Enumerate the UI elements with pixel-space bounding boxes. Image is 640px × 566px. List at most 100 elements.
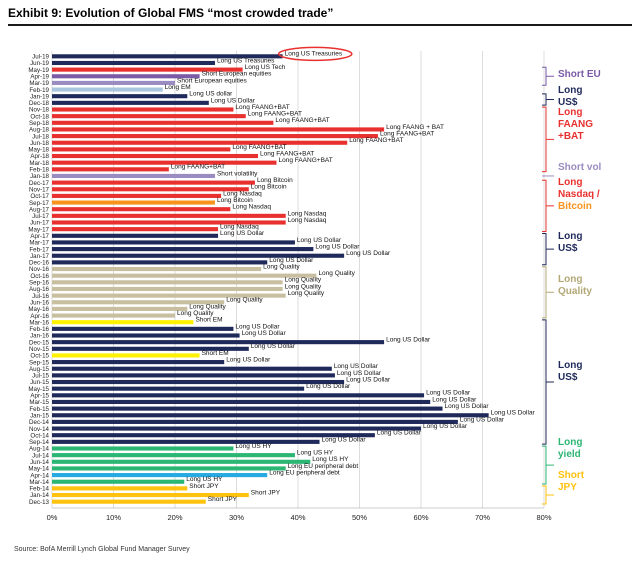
data-label: Long US Dollar (226, 356, 271, 363)
bar (52, 360, 225, 365)
category-label: Oct-15 (30, 353, 49, 360)
category-label: Jan-17 (30, 253, 49, 260)
bar (52, 227, 219, 232)
bar (52, 107, 234, 112)
category-label: Mar-16 (29, 319, 49, 326)
category-label: Aug-18 (29, 127, 50, 134)
bar (52, 273, 317, 278)
data-label: Long FAANG+BAT (260, 150, 314, 157)
bar (52, 87, 163, 92)
data-label: Long Nasdaq (220, 224, 259, 231)
data-label: Long US Dollar (315, 243, 360, 250)
x-tick-label: 0% (47, 513, 58, 522)
category-label: May-14 (28, 466, 49, 473)
data-label: Long Nasdaq (288, 217, 327, 224)
category-label: Dec-13 (29, 499, 50, 506)
data-label: Long US Dollar (242, 330, 287, 337)
category-label: Jan-16 (30, 333, 49, 340)
group-bracket (542, 106, 554, 173)
bar (52, 379, 345, 385)
bar (52, 167, 169, 172)
group-bracket (542, 485, 554, 505)
bar (52, 353, 200, 358)
group-bracket (542, 232, 554, 266)
data-label: Long US Treasuries (217, 57, 275, 64)
category-label: Mar-17 (29, 240, 49, 247)
bar (52, 426, 421, 431)
category-label: Nov-15 (29, 346, 50, 353)
data-label: Long US Dollar (220, 230, 265, 237)
category-label: Feb-14 (29, 486, 49, 493)
gridlines (51, 51, 545, 509)
category-label: Jan-18 (30, 173, 49, 180)
category-label: Nov-16 (29, 266, 50, 273)
group-brackets (542, 66, 554, 505)
bar (52, 134, 378, 139)
data-label: Long US Dollar (337, 370, 382, 377)
category-label: Nov-14 (29, 426, 50, 433)
category-label: Mar-15 (29, 399, 49, 406)
data-label: Long US Dollar (377, 430, 422, 437)
bar (52, 200, 215, 205)
category-label: Feb-18 (29, 167, 49, 174)
bar (52, 80, 175, 85)
data-label: Long US Treasuries (285, 51, 343, 58)
category-label: Jul-16 (32, 293, 49, 300)
bar (52, 386, 305, 391)
data-label: Long US Dollar (346, 376, 391, 383)
data-label: Long US Dollar (432, 396, 477, 403)
bar (52, 306, 188, 311)
bar (52, 459, 311, 464)
data-label: Short European equities (202, 71, 272, 78)
data-label: Long Nasdaq (223, 190, 262, 197)
category-label: Oct-14 (30, 432, 49, 439)
category-label: Jan-14 (30, 492, 49, 499)
category-label: Aug-16 (29, 286, 50, 293)
category-label: Jun-18 (30, 140, 49, 147)
data-label: Long US dollar (189, 91, 233, 98)
data-label: Short volatility (217, 170, 258, 177)
bar (52, 247, 314, 252)
data-label: Long FAANG+BAT (248, 111, 302, 118)
data-label: Long US Dollar (346, 250, 391, 257)
data-label: Long Bitcoin (251, 184, 287, 191)
category-label: Sep-17 (29, 200, 50, 207)
data-label: Long US Dollar (445, 403, 490, 410)
bar (52, 120, 274, 125)
data-label: Long Quality (285, 283, 322, 290)
bar (52, 147, 231, 152)
x-axis-ticks: 0% 10% 20% 30% 40% 50% 60% 70% 80% (47, 513, 552, 522)
data-label: Long US HY (312, 456, 349, 463)
category-label: Jul-17 (32, 213, 49, 220)
data-label: Long Nasdaq (288, 210, 327, 217)
bar (52, 333, 240, 338)
data-label: Long US HY (186, 476, 223, 483)
bar (52, 453, 295, 458)
source-note: Source: BofA Merrill Lynch Global Fund M… (14, 546, 190, 553)
data-label: Long Quality (226, 297, 263, 304)
bar (52, 173, 215, 179)
category-label: Oct-16 (30, 273, 49, 280)
data-label: Long FAANG+BAT (275, 117, 329, 124)
data-label: Long US Dollar (297, 237, 342, 244)
chart-title: Exhibit 9: Evolution of Global FMS “most… (8, 6, 334, 20)
data-label: Long US Tech (245, 64, 286, 71)
category-label: Jan-15 (30, 412, 49, 419)
data-label: Long Quality (318, 270, 355, 277)
bar (52, 479, 185, 484)
group-bracket (542, 66, 554, 86)
bar (52, 114, 246, 119)
data-label: Long Quality (177, 310, 214, 317)
bar (52, 127, 385, 132)
bar (52, 187, 249, 192)
bar (52, 293, 286, 298)
data-label: Short European equities (177, 77, 247, 84)
category-label: Jul-18 (32, 133, 49, 140)
x-tick-label: 20% (167, 513, 182, 522)
category-label: Jun-17 (30, 220, 49, 227)
data-label: Long FAANG+BAT (380, 130, 434, 137)
category-label: Sep-14 (29, 439, 50, 446)
bar (52, 74, 200, 79)
